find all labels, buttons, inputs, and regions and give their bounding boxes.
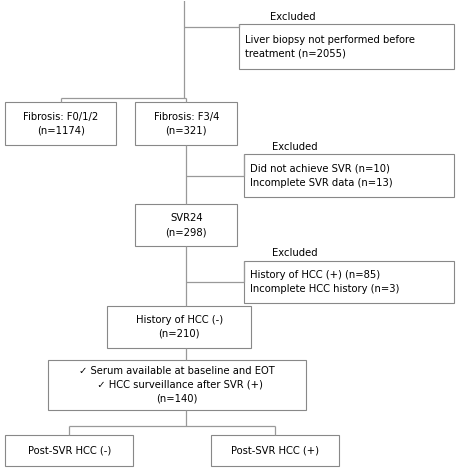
Bar [211,436,338,466]
Bar [244,155,455,197]
Text: Liver biopsy not performed before
treatment (n=2055): Liver biopsy not performed before treatm… [245,35,415,59]
Text: SVR24
(n=298): SVR24 (n=298) [165,213,207,237]
Text: Excluded: Excluded [273,248,318,258]
Bar [107,306,251,348]
Bar [136,204,237,246]
Text: History of HCC (+) (n=85)
Incomplete HCC history (n=3): History of HCC (+) (n=85) Incomplete HCC… [250,270,399,294]
Text: History of HCC (-)
(n=210): History of HCC (-) (n=210) [136,315,223,339]
Bar [48,360,306,410]
Bar [136,102,237,145]
Text: ✓ Serum available at baseline and EOT
  ✓ HCC surveillance after SVR (+)
(n=140): ✓ Serum available at baseline and EOT ✓ … [79,365,274,404]
Bar [244,261,455,303]
Bar [5,436,133,466]
Text: Excluded: Excluded [273,142,318,152]
Bar [5,102,117,145]
Text: Fibrosis: F3/4
(n=321): Fibrosis: F3/4 (n=321) [154,111,219,136]
Text: Did not achieve SVR (n=10)
Incomplete SVR data (n=13): Did not achieve SVR (n=10) Incomplete SV… [250,164,392,188]
Bar [239,24,455,69]
Text: Excluded: Excluded [270,12,316,22]
Text: Post-SVR HCC (+): Post-SVR HCC (+) [231,446,319,456]
Text: Fibrosis: F0/1/2
(n=1174): Fibrosis: F0/1/2 (n=1174) [23,111,99,136]
Text: Post-SVR HCC (-): Post-SVR HCC (-) [27,446,111,456]
